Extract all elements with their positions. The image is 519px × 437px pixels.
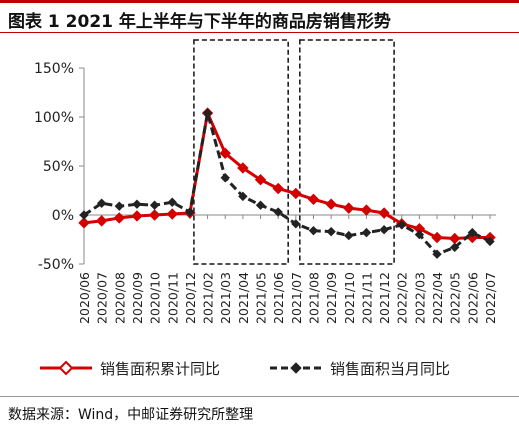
point-cumulative xyxy=(307,193,320,206)
point-cumulative xyxy=(131,210,143,222)
title-divider xyxy=(0,32,519,33)
point-cumulative xyxy=(431,231,443,244)
point-cumulative xyxy=(360,204,373,216)
chart-title: 图表 1 2021 年上半年与下半年的商品房销售形势 xyxy=(8,12,391,32)
point-cumulative xyxy=(148,209,161,221)
x-tick-label: 2021/09 xyxy=(324,272,339,324)
x-tick-label: 2021/11 xyxy=(359,272,374,324)
point-monthly xyxy=(220,173,230,183)
x-tick-label: 2020/08 xyxy=(112,272,127,324)
point-cumulative xyxy=(343,202,355,214)
y-tick-label: -50% xyxy=(38,257,74,273)
point-monthly xyxy=(432,249,442,259)
point-cumulative xyxy=(290,187,302,200)
point-cumulative xyxy=(113,212,126,224)
legend-swatch-cumulative xyxy=(40,360,92,376)
x-tick-label: 2022/02 xyxy=(395,272,410,324)
point-monthly xyxy=(96,198,107,208)
x-tick-label: 2022/03 xyxy=(412,272,427,324)
chart-title-bar: 图表 1 2021 年上半年与下半年的商品房销售形势 xyxy=(0,0,519,32)
point-cumulative xyxy=(448,232,461,245)
x-tick-label: 2022/07 xyxy=(483,272,498,324)
legend-label-monthly: 销售面积当月同比 xyxy=(330,359,451,378)
point-monthly xyxy=(255,200,266,210)
x-tick-label: 2022/06 xyxy=(465,272,480,324)
series-line-cumulative xyxy=(83,111,490,241)
point-monthly xyxy=(114,201,125,211)
x-tick-label: 2020/12 xyxy=(183,272,198,324)
point-monthly xyxy=(361,227,372,238)
x-tick-label: 2020/10 xyxy=(148,272,163,324)
x-tick-label: 2020/07 xyxy=(95,272,110,324)
point-cumulative xyxy=(378,207,390,219)
x-tick-label: 2021/02 xyxy=(201,272,216,324)
series-line-monthly xyxy=(83,111,491,256)
x-tick-label: 2022/04 xyxy=(430,272,445,324)
point-cumulative xyxy=(272,182,284,195)
source-note: 数据来源：Wind，中邮证券研究所整理 xyxy=(8,407,254,423)
x-tick-label: 2021/12 xyxy=(377,272,392,324)
point-monthly xyxy=(79,210,89,220)
y-tick-label: 0% xyxy=(52,208,74,224)
point-monthly xyxy=(344,230,354,241)
legend-label-cumulative: 销售面积累计同比 xyxy=(100,359,221,378)
point-cumulative xyxy=(78,217,90,229)
point-monthly xyxy=(132,199,142,209)
chart-legend: 销售面积累计同比 销售面积当月同比 xyxy=(0,350,519,386)
x-tick-label: 2021/05 xyxy=(254,272,269,324)
point-monthly xyxy=(273,207,283,217)
point-monthly xyxy=(379,224,389,235)
x-tick-label: 2020/11 xyxy=(165,272,180,324)
point-monthly xyxy=(308,225,319,236)
highlight-box xyxy=(299,39,395,265)
x-tick-label: 2021/10 xyxy=(342,272,357,324)
point-monthly xyxy=(326,226,336,237)
point-monthly xyxy=(238,191,248,202)
x-tick-label: 2022/05 xyxy=(448,272,463,324)
x-tick-label: 2021/04 xyxy=(236,272,251,324)
point-monthly xyxy=(291,219,301,229)
point-monthly xyxy=(449,242,460,253)
legend-item-cumulative: 销售面积累计同比 xyxy=(40,350,220,386)
point-monthly xyxy=(414,229,425,240)
x-tick-label: 2020/09 xyxy=(130,272,145,324)
highlight-box xyxy=(193,39,289,265)
x-tick-label: 2020/06 xyxy=(77,272,92,324)
x-tick-label: 2021/03 xyxy=(218,272,233,324)
legend-swatch-monthly xyxy=(270,362,322,374)
point-monthly xyxy=(149,200,160,210)
x-tick-label: 2021/08 xyxy=(306,272,321,324)
x-tick-label: 2021/07 xyxy=(289,272,304,324)
legend-item-monthly: 销售面积当月同比 xyxy=(270,350,450,386)
y-tick-label: 100% xyxy=(34,110,74,126)
point-cumulative xyxy=(237,162,249,174)
point-monthly xyxy=(397,220,407,230)
point-cumulative xyxy=(95,215,108,227)
point-monthly xyxy=(167,197,177,207)
y-tick-label: 50% xyxy=(43,159,74,175)
x-tick-label: 2021/06 xyxy=(271,272,286,324)
point-cumulative xyxy=(254,174,267,186)
y-tick-label: 150% xyxy=(34,61,74,77)
point-cumulative xyxy=(219,147,231,159)
point-monthly xyxy=(485,236,495,247)
point-monthly xyxy=(202,108,213,118)
point-cumulative xyxy=(166,208,178,220)
point-monthly xyxy=(467,227,478,238)
point-cumulative xyxy=(325,198,337,210)
footer-divider xyxy=(0,396,519,397)
line-chart: 150%100%50%0%-50%2020/06 2020/07 2020/08 20… xyxy=(34,39,498,324)
point-monthly xyxy=(185,207,195,217)
